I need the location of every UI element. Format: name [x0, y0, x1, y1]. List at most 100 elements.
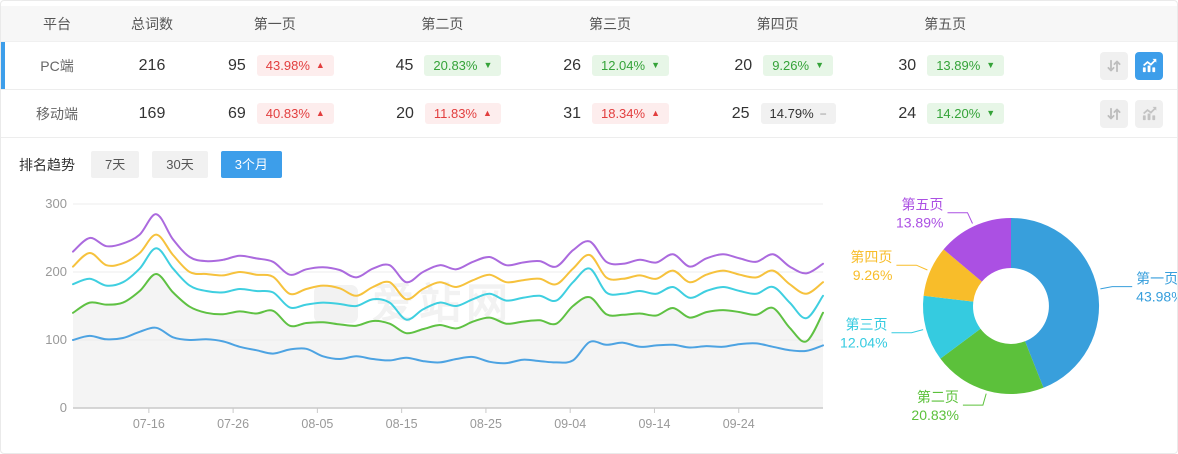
y-tick-label: 100	[45, 332, 67, 347]
line-chart-area: 爱站网 0 100 200 300 07-16 07-26 08-05 08-15 08-25 0…	[31, 187, 843, 449]
arrow-down-icon: ▼	[815, 60, 824, 70]
bar-chart-icon	[1142, 58, 1156, 73]
trend-chart-button[interactable]	[1135, 99, 1163, 128]
page-4-change-badge: 14.79% −	[760, 103, 836, 124]
trend-tab-30天[interactable]: 30天	[152, 151, 208, 178]
pie-label-value: 43.98%	[1136, 289, 1178, 305]
pie-leader-line	[962, 393, 987, 406]
pie-label-value: 13.89%	[896, 215, 943, 231]
bar-chart-icon	[1142, 106, 1156, 121]
arrow-up-icon: ▲	[651, 108, 660, 118]
page-4-count: 20	[734, 56, 753, 74]
pie-leader-line	[947, 212, 973, 224]
y-tick-label: 200	[45, 264, 67, 279]
page-4-count: 25	[731, 104, 750, 122]
column-header-6: 第四页	[756, 15, 799, 32]
change-percent: 12.04%	[600, 58, 646, 73]
sort-arrows-icon	[1107, 59, 1121, 72]
page-3-cell: 26 12.04% ▼	[526, 55, 694, 76]
column-header-7: 第五页	[924, 15, 967, 32]
trend-line-第一页	[72, 326, 824, 365]
pie-label-value: 9.26%	[853, 267, 893, 283]
page-5-cell: 30 13.89% ▼	[861, 55, 1029, 76]
rank-table: 平台 总词数 第一页 第二页 第三页 第四页 第五页 PC端 216 95 43.98% ▲ 45 20…	[1, 1, 1177, 138]
trend-line-第二页	[72, 273, 824, 343]
trend-tab-7天[interactable]: 7天	[91, 151, 140, 178]
page-2-count: 20	[396, 104, 414, 122]
change-percent: 40.83%	[265, 106, 310, 121]
trend-line-第三页	[72, 247, 824, 321]
x-tick-label: 08-25	[470, 417, 502, 431]
table-header-row: 平台 总词数 第一页 第二页 第三页 第四页 第五页	[1, 6, 1177, 42]
y-tick-label: 0	[60, 400, 67, 415]
trend-toolbar: 排名趋势 7天 30天 3个月	[1, 151, 295, 178]
column-header-1: 平台	[43, 15, 71, 32]
page-4-cell: 20 9.26% ▼	[694, 55, 862, 76]
table-row[interactable]: 移动端 169 69 40.83% ▲ 20 11.83% ▲ 31 18.34% ▲ 25 14.79…	[1, 90, 1177, 138]
trend-chart-button[interactable]	[1135, 51, 1163, 80]
pie-label-name: 第一页	[1136, 271, 1178, 287]
change-percent: 11.83%	[433, 106, 477, 121]
change-percent: 43.98%	[265, 58, 310, 73]
x-tick-label: 07-26	[217, 417, 249, 431]
arrow-down-icon: ▼	[986, 60, 996, 70]
change-percent: 14.20%	[936, 106, 981, 121]
x-tick-label: 09-24	[723, 417, 755, 431]
pie-leader-line	[1100, 286, 1133, 290]
page-2-cell: 20 11.83% ▲	[359, 103, 527, 124]
page-2-cell: 45 20.83% ▼	[359, 55, 527, 76]
platform-label: PC端	[40, 57, 74, 74]
page-1-count: 69	[227, 104, 246, 122]
pie-slice-第二页[interactable]	[940, 328, 1044, 395]
pie-slice-第五页[interactable]	[943, 218, 1011, 282]
sort-arrows-icon	[1107, 107, 1121, 120]
x-tick-label: 07-16	[133, 417, 165, 431]
pie-label-name: 第四页	[850, 249, 892, 265]
page-5-change-badge: 13.89% ▼	[927, 55, 1005, 76]
series-area-fill	[73, 273, 823, 408]
pie-label-name: 第三页	[846, 317, 888, 333]
arrow-up-icon: ▲	[315, 108, 325, 118]
page-3-change-badge: 12.04% ▼	[591, 55, 669, 76]
pie-slice-第三页[interactable]	[922, 295, 981, 359]
x-tick-label: 08-15	[386, 417, 418, 431]
page-2-change-badge: 11.83% ▲	[424, 103, 501, 124]
arrow-down-icon: ▼	[651, 60, 660, 70]
page-1-change-badge: 40.83% ▲	[256, 103, 334, 124]
page-5-count: 24	[898, 104, 917, 122]
table-row[interactable]: PC端 216 95 43.98% ▲ 45 20.83% ▼ 26 12.04% ▼ 20 9.26%…	[1, 42, 1177, 90]
trend-title: 排名趋势	[19, 156, 75, 173]
trend-tabs: 7天 30天 3个月	[91, 151, 295, 178]
page-5-change-badge: 14.20% ▼	[927, 103, 1005, 124]
page-2-count: 45	[395, 56, 414, 74]
pie-label-name: 第二页	[917, 389, 959, 405]
y-tick-label: 300	[45, 196, 67, 211]
page-3-change-badge: 18.34% ▲	[591, 103, 669, 124]
pie-slice-第四页[interactable]	[923, 249, 982, 302]
sort-compare-button[interactable]	[1100, 51, 1128, 80]
page-3-count: 31	[563, 104, 581, 122]
arrow-up-icon: ▲	[483, 108, 492, 118]
column-header-2: 总词数	[131, 15, 173, 32]
trend-tab-3个月[interactable]: 3个月	[220, 151, 282, 178]
x-tick-label: 09-14	[638, 417, 670, 431]
pie-leader-line	[891, 329, 924, 334]
page-2-change-badge: 20.83% ▼	[424, 55, 502, 76]
table-body: PC端 216 95 43.98% ▲ 45 20.83% ▼ 26 12.04% ▼ 20 9.26%…	[1, 42, 1177, 138]
arrow-down-icon: ▼	[483, 60, 493, 70]
change-percent: 18.34%	[600, 106, 646, 121]
line-chart[interactable]: 0 100 200 300 07-16 07-26 08-05 08-15 08-25 09-04…	[31, 187, 843, 449]
change-percent: 14.79%	[769, 106, 814, 121]
page-3-count: 26	[563, 56, 581, 74]
pie-slice-第一页[interactable]	[1011, 217, 1100, 388]
dash-icon: −	[819, 106, 827, 121]
total-words-value: 216	[138, 56, 166, 74]
column-header-5: 第三页	[588, 15, 631, 32]
page-4-change-badge: 9.26% ▼	[763, 55, 833, 76]
pie-label-value: 12.04%	[840, 335, 887, 351]
donut-chart[interactable]: 第一页 43.98% 第二页 20.83% 第三页 12.04% 第四页 9.26% 第五页 13…	[840, 173, 1178, 454]
pie-label-value: 20.83%	[911, 407, 958, 423]
x-tick-label: 08-05	[301, 417, 333, 431]
sort-compare-button[interactable]	[1100, 99, 1128, 128]
